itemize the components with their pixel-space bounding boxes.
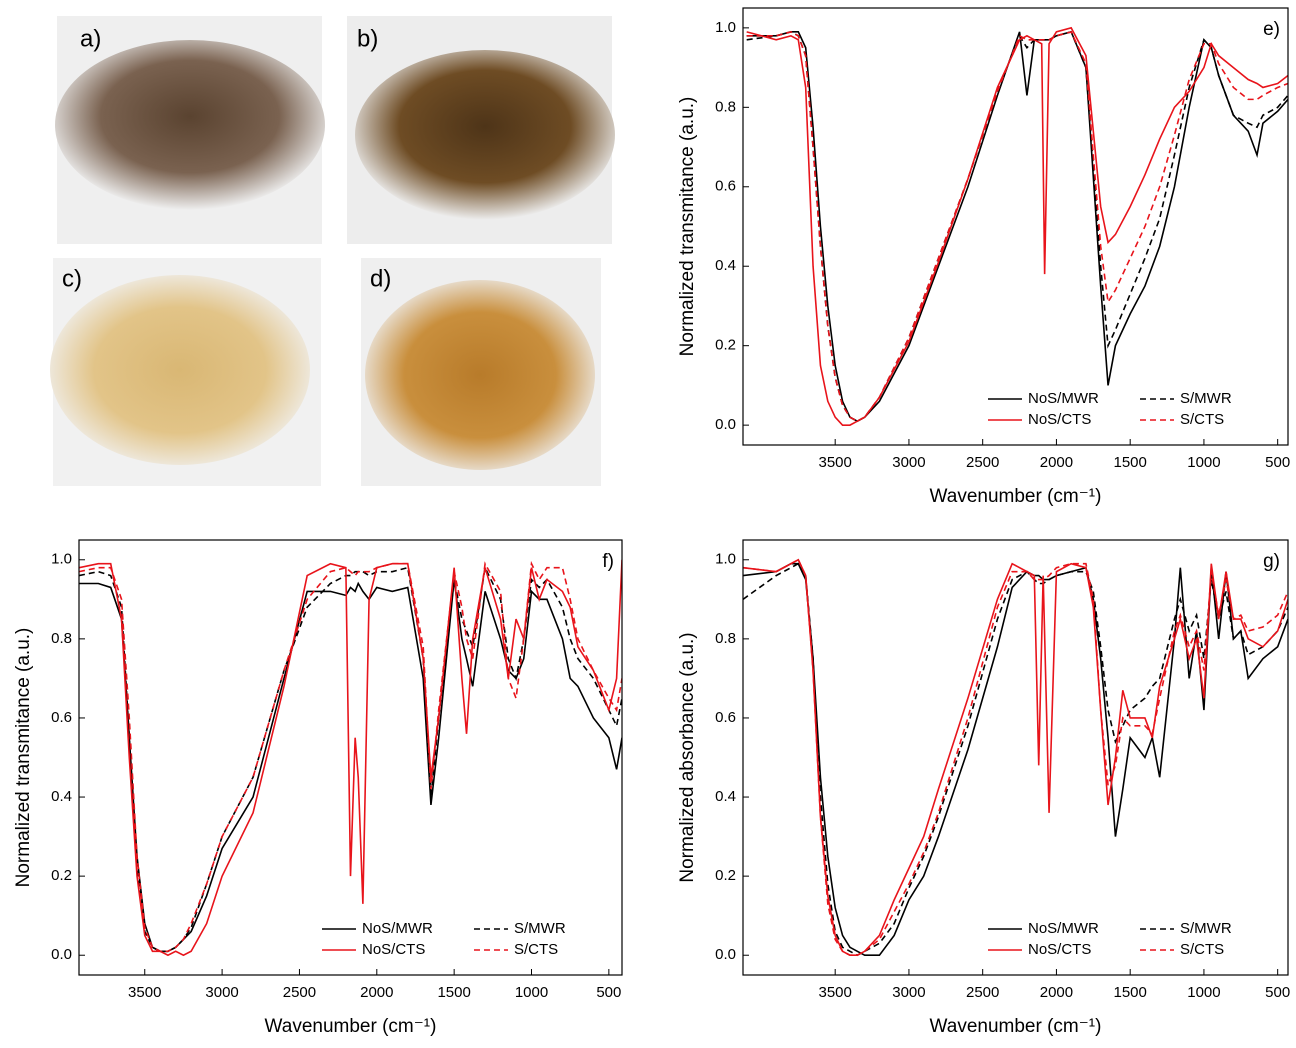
legend-label: NoS/CTS [1028, 411, 1091, 428]
x-tick-label: 1000 [515, 984, 548, 1001]
x-tick-label: 3500 [818, 454, 851, 471]
photo-label: a) [80, 25, 101, 52]
panel-label: f) [602, 551, 614, 572]
x-tick-label: 500 [1265, 454, 1290, 471]
y-tick-label: 0.4 [51, 788, 72, 805]
photo-label: b) [357, 25, 378, 52]
legend-label: NoS/CTS [1028, 941, 1091, 958]
y-tick-label: 1.0 [715, 19, 736, 36]
x-tick-label: 1000 [1187, 454, 1220, 471]
photo-label: d) [370, 265, 391, 292]
legend-label: NoS/CTS [362, 941, 425, 958]
y-tick-label: 0.6 [51, 709, 72, 726]
photo-label: c) [62, 265, 82, 292]
y-axis-title: Normalized transmitance (a.u.) [13, 628, 34, 888]
x-tick-label: 1500 [437, 984, 470, 1001]
y-tick-label: 0.8 [715, 98, 736, 115]
series-line [746, 30, 1288, 423]
series-line [79, 579, 622, 953]
y-tick-label: 0.0 [715, 946, 736, 963]
x-axis-title: Wavenumber (cm⁻¹) [930, 486, 1102, 507]
y-tick-label: 0.4 [715, 788, 736, 805]
y-tick-label: 0.4 [715, 257, 736, 274]
y-tick-label: 0.6 [715, 178, 736, 195]
y-tick-label: 0.2 [51, 867, 72, 884]
y-axis-title: Normalized absorbance (a.u.) [677, 632, 698, 882]
x-tick-label: 1000 [1187, 984, 1220, 1001]
y-axis-title: Normalized transmitance (a.u.) [677, 97, 698, 357]
y-tick-label: 0.2 [715, 337, 736, 354]
y-tick-label: 0.0 [51, 946, 72, 963]
series-line [743, 562, 1288, 957]
series-line [746, 26, 1288, 426]
x-tick-label: 3500 [818, 984, 851, 1001]
y-tick-label: 1.0 [715, 551, 736, 568]
plot-frame [742, 539, 1289, 976]
y-tick-label: 0.6 [715, 709, 736, 726]
series-line [746, 30, 1288, 423]
series-line [79, 565, 622, 953]
y-tick-label: 0.8 [715, 630, 736, 647]
legend-label: NoS/MWR [1028, 390, 1099, 407]
x-tick-label: 1500 [1113, 984, 1146, 1001]
photo-c: c) [50, 258, 321, 486]
x-tick-label: 1500 [1113, 454, 1146, 471]
series-line [79, 559, 622, 957]
chart: 3500 3000 2500 2000 1500 1000 500 0.0 0.2 0.4 0.6 0… [677, 539, 1290, 1037]
y-tick-label: 0.8 [51, 630, 72, 647]
series-line [746, 30, 1288, 423]
series-line [743, 558, 1288, 957]
y-tick-label: 0.2 [715, 867, 736, 884]
x-tick-label: 3000 [205, 984, 238, 1001]
legend-label: S/MWR [514, 920, 566, 937]
x-tick-label: 500 [1265, 984, 1290, 1001]
plot-frame [78, 539, 623, 976]
x-tick-label: 2500 [283, 984, 316, 1001]
x-tick-label: 2500 [966, 454, 999, 471]
legend-label: S/CTS [1180, 411, 1224, 428]
legend-label: S/CTS [514, 941, 558, 958]
series-line [743, 562, 1288, 957]
legend-label: S/CTS [1180, 941, 1224, 958]
panel-label: g) [1263, 551, 1280, 572]
legend-label: S/MWR [1180, 920, 1232, 937]
x-tick-label: 3000 [892, 984, 925, 1001]
series-line [79, 560, 622, 953]
legend-label: NoS/MWR [1028, 920, 1099, 937]
x-axis-title: Wavenumber (cm⁻¹) [265, 1016, 437, 1037]
panel-label: e) [1263, 19, 1280, 40]
series-line [743, 558, 1288, 957]
x-tick-label: 2500 [966, 984, 999, 1001]
chart: 3500 3000 2500 2000 1500 1000 500 0.0 0.2 0.4 0.6 0… [677, 7, 1290, 507]
x-tick-label: 500 [596, 984, 621, 1001]
x-tick-label: 2000 [1040, 984, 1073, 1001]
photo-a: a) [55, 16, 325, 244]
photo-b: b) [347, 16, 615, 244]
x-axis-title: Wavenumber (cm⁻¹) [930, 1016, 1102, 1037]
chart: 3500 3000 2500 2000 1500 1000 500 0.0 0.2 0.4 0.6 0… [13, 539, 623, 1037]
legend-label: NoS/MWR [362, 920, 433, 937]
plot-frame [742, 7, 1289, 446]
x-tick-label: 2000 [360, 984, 393, 1001]
y-tick-label: 0.0 [715, 416, 736, 433]
x-tick-label: 3500 [128, 984, 161, 1001]
legend-label: S/MWR [1180, 390, 1232, 407]
photo-d: d) [361, 258, 601, 486]
x-tick-label: 3000 [892, 454, 925, 471]
x-tick-label: 2000 [1040, 454, 1073, 471]
y-tick-label: 1.0 [51, 551, 72, 568]
